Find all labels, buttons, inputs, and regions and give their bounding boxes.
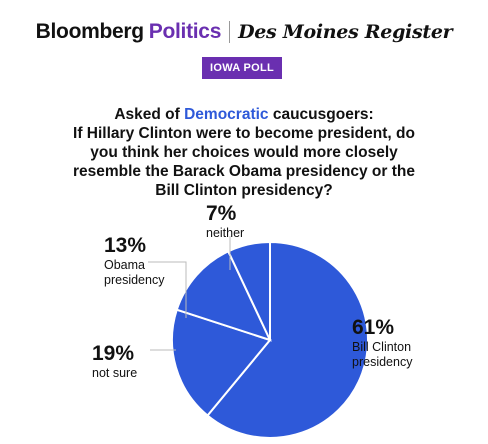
slice-category-label: Bill Clinton xyxy=(352,340,411,354)
question-prefix: Asked of xyxy=(114,106,185,123)
des-moines-register-logo: Des Moines Register xyxy=(238,21,453,43)
politics-logo: Politics xyxy=(148,20,222,43)
question-highlight: Democratic xyxy=(184,106,269,123)
pie-slice-neither xyxy=(226,240,271,341)
slice-category-label: not sure xyxy=(92,366,137,380)
question-line-1: Asked of Democratic caucusgoers: xyxy=(0,105,488,124)
pie-slice-not-sure xyxy=(171,308,272,417)
leader-line-obama-presidency xyxy=(148,261,187,318)
pie-slice-bill-clinton-presidency xyxy=(206,240,369,439)
iowa-poll-badge: IOWA POLL xyxy=(202,57,282,79)
slice-category-label: presidency xyxy=(104,273,165,287)
pie-slices xyxy=(171,240,369,439)
pie-slice-obama-presidency xyxy=(175,249,272,342)
brand-divider xyxy=(229,21,231,43)
slice-category-label: Obama xyxy=(104,258,145,272)
chart-question: Asked of Democratic caucusgoers: If Hill… xyxy=(0,105,488,200)
question-suffix: caucusgoers: xyxy=(268,106,374,123)
leader-lines xyxy=(148,236,231,351)
slice-value-label: 7% xyxy=(206,202,237,225)
bloomberg-logo: Bloomberg xyxy=(35,20,144,43)
slice-category-label: presidency xyxy=(352,355,413,369)
brand-header: Bloomberg Politics Des Moines Register xyxy=(0,20,488,44)
question-line-2: If Hillary Clinton were to become presid… xyxy=(72,125,415,199)
slice-value-label: 61% xyxy=(352,316,394,339)
slice-category-label: neither xyxy=(206,226,244,240)
slice-value-label: 13% xyxy=(104,234,146,257)
slice-value-label: 19% xyxy=(92,342,134,365)
